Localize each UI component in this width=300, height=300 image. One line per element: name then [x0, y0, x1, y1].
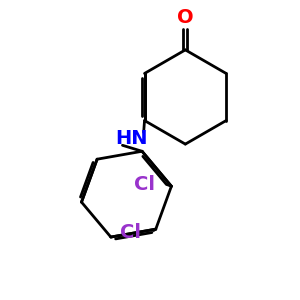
Text: Cl: Cl	[120, 223, 141, 242]
Text: HN: HN	[115, 129, 148, 148]
Text: O: O	[177, 8, 194, 27]
Text: Cl: Cl	[134, 175, 155, 194]
